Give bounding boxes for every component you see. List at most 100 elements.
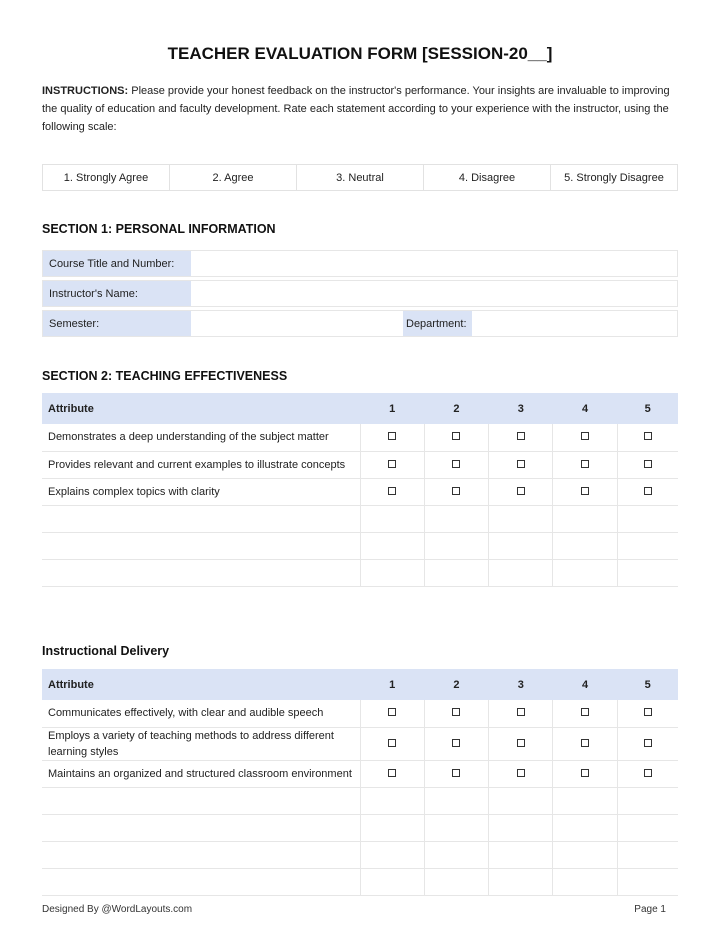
checkbox[interactable] <box>452 708 461 717</box>
rating-cell[interactable] <box>552 700 618 728</box>
column-header: 5 <box>617 393 678 424</box>
rating-scale: 1. Strongly Agree 2. Agree 3. Neutral 4.… <box>42 164 678 191</box>
column-header: 4 <box>552 669 618 700</box>
rating-cell[interactable] <box>552 424 618 452</box>
rating-cell[interactable] <box>423 451 489 479</box>
checkbox[interactable] <box>516 459 525 468</box>
rating-cell[interactable] <box>359 727 425 761</box>
checkbox[interactable] <box>643 738 652 747</box>
rating-cell[interactable] <box>359 478 425 506</box>
table-row <box>42 505 678 533</box>
attribute-cell: Communicates effectively, with clear and… <box>42 700 360 728</box>
rating-cell[interactable] <box>552 451 618 479</box>
rating-cell[interactable] <box>359 700 425 728</box>
section3-title: Instructional Delivery <box>42 644 170 658</box>
rating-cell <box>488 814 553 842</box>
rating-cell[interactable] <box>616 451 678 479</box>
checkbox[interactable] <box>388 459 397 468</box>
column-header: 2 <box>424 393 489 424</box>
rating-cell[interactable] <box>359 760 425 788</box>
attribute-cell <box>42 559 360 587</box>
checkbox[interactable] <box>516 768 525 777</box>
rating-cell[interactable] <box>552 478 618 506</box>
checkbox[interactable] <box>516 432 525 441</box>
rating-cell[interactable] <box>616 727 678 761</box>
checkbox[interactable] <box>643 459 652 468</box>
checkbox[interactable] <box>388 708 397 717</box>
rating-cell[interactable] <box>616 760 678 788</box>
rating-cell <box>423 868 489 896</box>
checkbox[interactable] <box>581 708 590 717</box>
rating-cell[interactable] <box>552 727 618 761</box>
checkbox[interactable] <box>581 738 590 747</box>
rating-cell <box>552 787 618 815</box>
rating-cell <box>359 532 425 560</box>
instructor-row: Instructor's Name: <box>42 280 678 307</box>
rating-cell[interactable] <box>488 478 553 506</box>
checkbox[interactable] <box>388 738 397 747</box>
rating-cell <box>616 787 678 815</box>
rating-cell[interactable] <box>423 760 489 788</box>
table-header: Attribute 1 2 3 4 5 <box>42 669 678 700</box>
department-field[interactable] <box>472 311 677 336</box>
form-title: TEACHER EVALUATION FORM [SESSION-20__] <box>167 44 553 63</box>
rating-cell <box>616 814 678 842</box>
rating-cell[interactable] <box>488 424 553 452</box>
rating-cell[interactable] <box>488 700 553 728</box>
semester-field[interactable] <box>191 311 403 336</box>
checkbox[interactable] <box>581 432 590 441</box>
rating-cell <box>423 841 489 869</box>
rating-cell[interactable] <box>359 424 425 452</box>
checkbox[interactable] <box>516 708 525 717</box>
table-row: Maintains an organized and structured cl… <box>42 760 678 788</box>
course-label: Course Title and Number: <box>43 251 191 276</box>
rating-cell[interactable] <box>423 700 489 728</box>
checkbox[interactable] <box>581 459 590 468</box>
column-header: Attribute <box>42 669 360 700</box>
instructional-delivery-table: Attribute 1 2 3 4 5 Communicates effectively, … <box>42 669 678 896</box>
checkbox[interactable] <box>388 486 397 495</box>
rating-cell <box>423 532 489 560</box>
checkbox[interactable] <box>581 768 590 777</box>
checkbox[interactable] <box>452 486 461 495</box>
checkbox[interactable] <box>452 768 461 777</box>
course-field[interactable] <box>191 251 677 276</box>
rating-cell[interactable] <box>423 727 489 761</box>
section2-title: SECTION 2: TEACHING EFFECTIVENESS <box>42 369 288 383</box>
checkbox[interactable] <box>388 768 397 777</box>
checkbox[interactable] <box>516 738 525 747</box>
rating-cell <box>359 559 425 587</box>
instructions-text: Please provide your honest feedback on t… <box>42 85 670 133</box>
instructor-field[interactable] <box>191 281 677 306</box>
checkbox[interactable] <box>581 486 590 495</box>
table-header: Attribute 1 2 3 4 5 <box>42 393 678 424</box>
checkbox[interactable] <box>516 486 525 495</box>
table-row <box>42 841 678 869</box>
rating-cell[interactable] <box>616 700 678 728</box>
checkbox[interactable] <box>388 432 397 441</box>
checkbox[interactable] <box>452 432 461 441</box>
checkbox[interactable] <box>643 708 652 717</box>
rating-cell[interactable] <box>423 424 489 452</box>
rating-cell[interactable] <box>488 451 553 479</box>
rating-cell[interactable] <box>616 424 678 452</box>
rating-cell <box>488 787 553 815</box>
table-row <box>42 868 678 896</box>
rating-cell[interactable] <box>423 478 489 506</box>
rating-cell[interactable] <box>488 727 553 761</box>
attribute-cell: Explains complex topics with clarity <box>42 478 360 506</box>
rating-cell <box>359 814 425 842</box>
table-row: Explains complex topics with clarity <box>42 478 678 506</box>
table-row <box>42 787 678 815</box>
checkbox[interactable] <box>452 738 461 747</box>
checkbox[interactable] <box>643 486 652 495</box>
checkbox[interactable] <box>643 432 652 441</box>
rating-cell[interactable] <box>488 760 553 788</box>
rating-cell[interactable] <box>552 760 618 788</box>
rating-cell[interactable] <box>359 451 425 479</box>
checkbox[interactable] <box>643 768 652 777</box>
rating-cell[interactable] <box>616 478 678 506</box>
rating-cell <box>488 559 553 587</box>
scale-item: 3. Neutral <box>297 165 424 190</box>
checkbox[interactable] <box>452 459 461 468</box>
